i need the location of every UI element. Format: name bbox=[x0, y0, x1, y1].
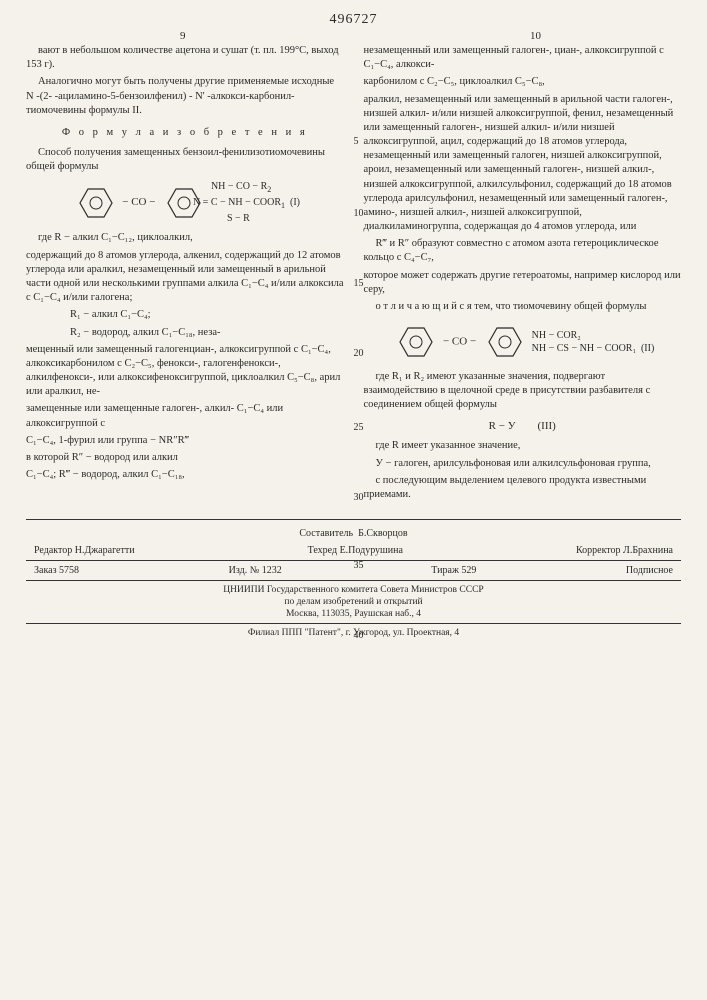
text-para: R₁ − алкил C₁−C₄; bbox=[58, 308, 344, 322]
chemical-formula-1: − CO − NH − CO − R2 N = C − NH − COOR1 (… bbox=[26, 180, 344, 225]
footer-roles: Редактор Н.Джарагетти Техред Е.Подурушин… bbox=[26, 545, 681, 556]
benzene-ring-icon bbox=[70, 181, 120, 225]
footer-name: Б.Скворцов bbox=[358, 528, 408, 539]
footer-subscribed: Подписное bbox=[626, 565, 673, 576]
page-number-left: 9 bbox=[180, 30, 186, 42]
text-para: C₁−C₄, 1-фурил или группа − NR″R‴ bbox=[26, 434, 344, 448]
footer-label: Составитель bbox=[299, 528, 353, 539]
text-para: вают в небольшом количестве ацетона и су… bbox=[26, 44, 344, 72]
text-para: где R имеет указанное значение, bbox=[364, 439, 682, 453]
text-para: R‴ и R″ образуют совместно с атомом азот… bbox=[364, 237, 682, 265]
text-para: аралкил, незамещенный или замещенный в а… bbox=[364, 93, 682, 235]
footer-org: ЦНИИПИ Государственного комитета Совета … bbox=[26, 585, 681, 595]
footer-name: Н.Джарагетти bbox=[75, 545, 135, 556]
footer-name: Е.Подурушина bbox=[340, 545, 403, 556]
formula-label: (III) bbox=[538, 420, 556, 432]
footer-label: Техред bbox=[308, 545, 337, 556]
page-number-right: 10 bbox=[530, 30, 541, 42]
footer-order: Заказ 5758 bbox=[34, 565, 79, 576]
text-run: Аналогично могут быть получены другие пр… bbox=[38, 76, 334, 87]
text-para: содержащий до 8 атомов углерода, алкенил… bbox=[26, 249, 344, 306]
formula-line: NH − COR₂ bbox=[532, 330, 581, 341]
line-number: 25 bbox=[354, 422, 364, 433]
formula-label: (II) bbox=[641, 343, 654, 354]
line-number: 20 bbox=[354, 348, 364, 359]
document-footer: Составитель Б.Скворцов Редактор Н.Джараг… bbox=[26, 519, 681, 638]
formula-label: (I) bbox=[290, 197, 300, 208]
footer-compiler: Составитель Б.Скворцов bbox=[26, 528, 681, 539]
text-para: о т л и ч а ю щ и й с я тем, что тиомоче… bbox=[364, 300, 682, 314]
footer-address: Москва, 113035, Раушская наб., 4 bbox=[26, 609, 681, 619]
footer-label: Корректор bbox=[576, 545, 621, 556]
line-number: 15 bbox=[354, 278, 364, 289]
benzene-ring-icon bbox=[479, 320, 529, 364]
formula-text: − CO − bbox=[122, 196, 155, 208]
formula-line: N = C − NH − COOR bbox=[193, 197, 281, 208]
formula-line: NH − CS − NH − COOR₁ bbox=[532, 343, 636, 354]
patent-number: 496727 bbox=[330, 12, 378, 28]
formula-line: R − У bbox=[489, 420, 516, 432]
text-para: с последующим выделением целевого продук… bbox=[364, 474, 682, 502]
text-run: N -(2- -ациламино-5-бензоилфенил) - bbox=[26, 91, 192, 102]
text-para: Способ получения замещенных бензоил-фени… bbox=[26, 146, 344, 174]
chemical-formula-2: − CO − NH − COR₂ NH − CS − NH − COOR₁ (I… bbox=[364, 320, 682, 364]
line-number: 10 bbox=[354, 208, 364, 219]
footer-name: Л.Брахнина bbox=[623, 545, 673, 556]
text-para: Аналогично могут быть получены другие пр… bbox=[26, 75, 344, 118]
text-para: замещенные или замещенные галоген-, алки… bbox=[26, 402, 344, 430]
formula-text: − CO − bbox=[443, 336, 476, 348]
text-para: где R₁ и R₂ имеют указанные значения, по… bbox=[364, 370, 682, 413]
footer-org: по делам изобретений и открытий bbox=[26, 597, 681, 607]
formula-line: NH − CO − R bbox=[211, 181, 267, 192]
benzene-ring-icon bbox=[390, 320, 440, 364]
text-para: карбонилом с C₂−C₅, циклоалкил C₅−C₈, bbox=[364, 75, 682, 89]
footer-circulation: Тираж 529 bbox=[431, 565, 476, 576]
line-number: 40 bbox=[354, 630, 364, 641]
text-para: в которой R″ − водород или алкил bbox=[26, 451, 344, 465]
text-para: R₂ − водород, алкил C₁−C₁₈, неза- bbox=[58, 326, 344, 340]
right-column: незамещенный или замещенный галоген-, ци… bbox=[364, 44, 682, 505]
text-para: которое может содержать другие гетероато… bbox=[364, 269, 682, 297]
line-number: 35 bbox=[354, 560, 364, 571]
footer-label: Редактор bbox=[34, 545, 72, 556]
left-column: вают в небольшом количестве ацетона и су… bbox=[26, 44, 344, 505]
text-para: C₁−C₄; R‴ − водород, алкил C₁−C₁₈, bbox=[26, 468, 344, 482]
chemical-formula-3: R − У (III) bbox=[364, 419, 682, 434]
text-para: незамещенный или замещенный галоген-, ци… bbox=[364, 44, 682, 72]
text-para: У − галоген, арилсульфоновая или алкилсу… bbox=[364, 457, 682, 471]
formula-line: S − R bbox=[227, 213, 250, 224]
line-number: 5 bbox=[354, 136, 359, 147]
footer-edition: Изд. № 1232 bbox=[229, 565, 282, 576]
line-number: 30 bbox=[354, 492, 364, 503]
formula-title: Ф о р м у л а и з о б р е т е н и я bbox=[26, 126, 344, 140]
text-para: мещенный или замещенный галогенциан-, ал… bbox=[26, 343, 344, 400]
text-para: где R − алкил C₁−C₁₂, циклоалкил, bbox=[26, 231, 344, 245]
